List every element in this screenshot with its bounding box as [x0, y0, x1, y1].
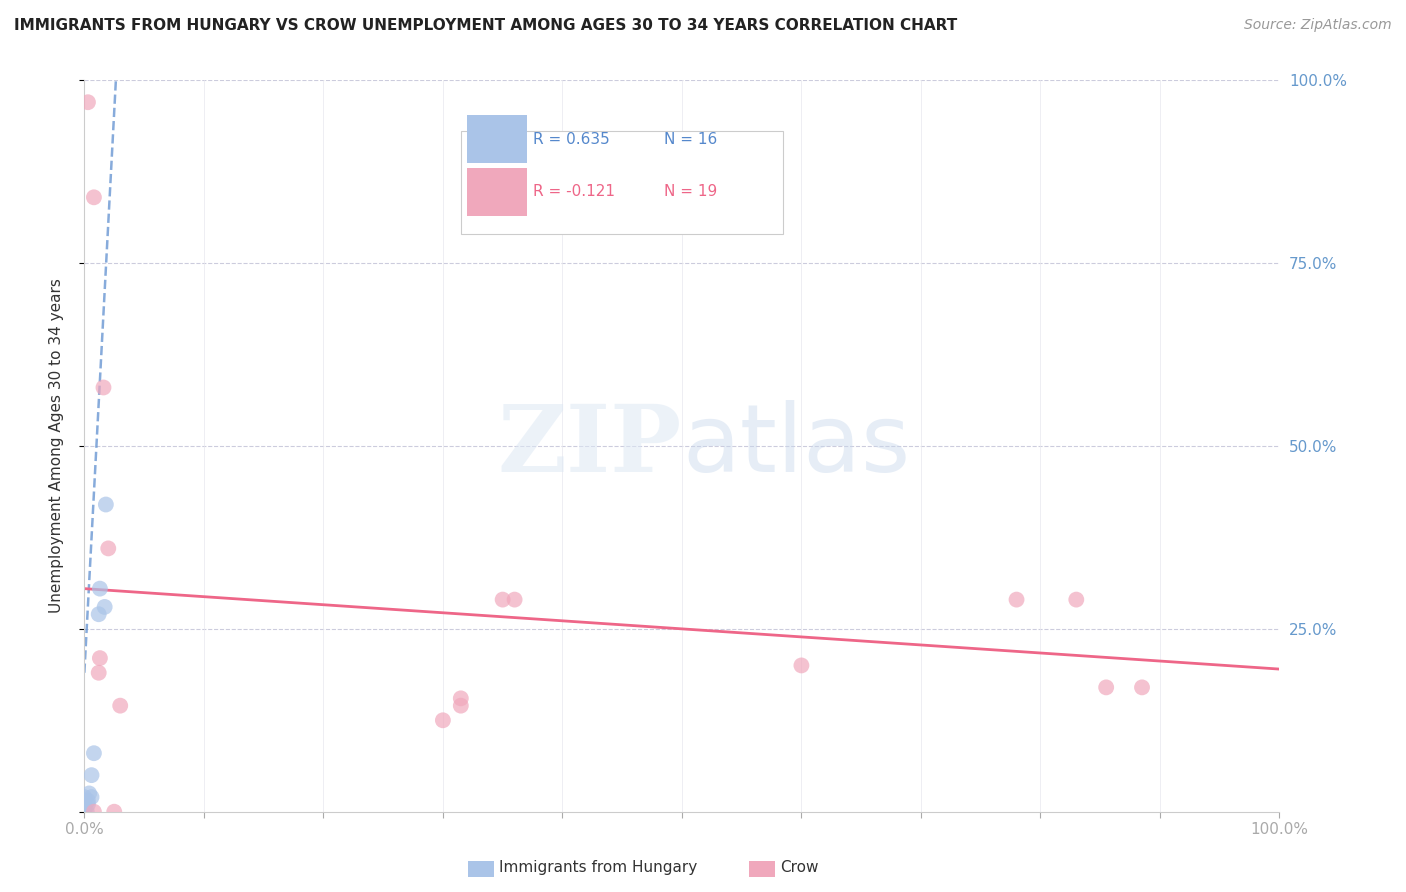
FancyBboxPatch shape [461, 131, 783, 234]
Point [73, 790, 96, 805]
Point [450, 691, 472, 706]
Point [73, 801, 96, 815]
Point [1066, 592, 1088, 607]
Point [450, 698, 472, 713]
Point [97, 541, 120, 556]
Text: Crow: Crow [780, 861, 818, 875]
Point [77, 95, 100, 110]
Point [432, 714, 454, 728]
Point [93, 599, 115, 614]
FancyBboxPatch shape [467, 168, 527, 216]
Point [77, 794, 100, 808]
Point [94, 498, 117, 512]
Point [790, 658, 813, 673]
Text: N = 16: N = 16 [664, 132, 717, 146]
Point [83, 746, 105, 760]
Point [1130, 681, 1153, 695]
Point [87, 607, 110, 622]
Point [73, 805, 96, 819]
Point [87, 665, 110, 680]
Text: R = 0.635: R = 0.635 [533, 132, 609, 146]
Point [76, 805, 98, 819]
Text: Immigrants from Hungary: Immigrants from Hungary [499, 861, 697, 875]
Point [77, 797, 100, 812]
Text: ZIP: ZIP [498, 401, 682, 491]
Point [83, 805, 105, 819]
Point [77, 787, 100, 801]
Point [492, 592, 515, 607]
Point [83, 190, 105, 204]
FancyBboxPatch shape [467, 115, 527, 163]
Text: IMMIGRANTS FROM HUNGARY VS CROW UNEMPLOYMENT AMONG AGES 30 TO 34 YEARS CORRELATI: IMMIGRANTS FROM HUNGARY VS CROW UNEMPLOY… [14, 18, 957, 33]
Text: R = -0.121: R = -0.121 [533, 185, 614, 199]
Point [80, 790, 103, 805]
Text: N = 19: N = 19 [664, 185, 717, 199]
Text: atlas: atlas [682, 400, 910, 492]
Point [73, 794, 96, 808]
Y-axis label: Unemployment Among Ages 30 to 34 years: Unemployment Among Ages 30 to 34 years [49, 278, 63, 614]
Point [93, 380, 115, 394]
Point [1005, 592, 1028, 607]
Point [103, 805, 125, 819]
Point [73, 797, 96, 812]
Point [80, 768, 103, 782]
Point [89, 582, 111, 596]
Point [1095, 681, 1118, 695]
Point [89, 651, 111, 665]
Point [110, 698, 132, 713]
Text: Source: ZipAtlas.com: Source: ZipAtlas.com [1244, 18, 1392, 32]
Point [503, 592, 526, 607]
